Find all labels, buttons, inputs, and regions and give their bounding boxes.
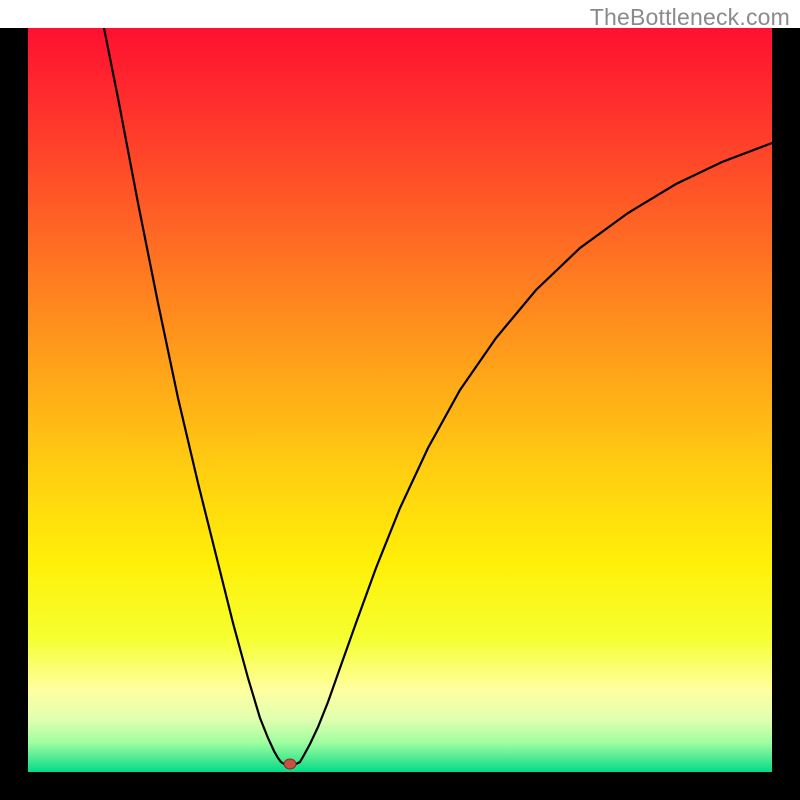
chart-plot-area xyxy=(28,28,772,772)
minimum-marker xyxy=(284,759,296,769)
chart-svg xyxy=(28,28,772,772)
chart-frame xyxy=(0,28,800,800)
gradient-background xyxy=(28,28,772,772)
watermark-text: TheBottleneck.com xyxy=(590,4,790,31)
